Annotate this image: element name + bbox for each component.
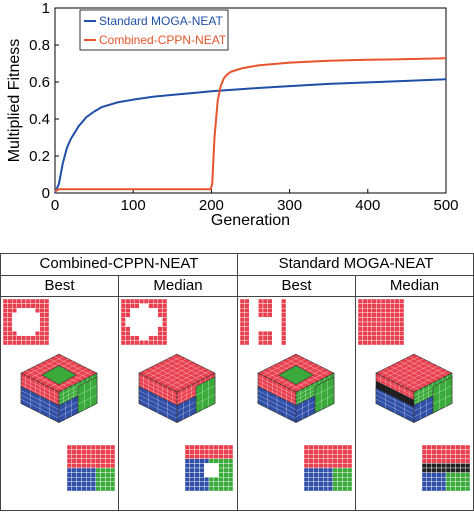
series-line-0	[54, 78, 447, 194]
y-tick-label: 0	[42, 185, 50, 202]
plot-frame	[54, 7, 447, 194]
x-tick-label: 200	[199, 197, 224, 214]
cube-left-lower	[257, 385, 297, 423]
col-header-standard-best: Best	[281, 277, 312, 294]
cube-right-lower-2	[314, 376, 335, 414]
cube-top-hole	[278, 365, 314, 385]
y-tick-label: 0.8	[29, 37, 50, 54]
cube-right-lower-2	[195, 376, 216, 414]
legend-label-0: Standard MOGA-NEAT	[99, 14, 223, 28]
x-tick-label: 300	[277, 197, 302, 214]
col-header-combined-best: Best	[44, 277, 75, 294]
side-view-grid	[184, 444, 234, 492]
y-axis-label: Multiplied Fitness	[6, 39, 23, 163]
x-tick-label: 400	[355, 197, 380, 214]
chart-lines	[54, 57, 447, 194]
side-view-grid	[303, 444, 353, 492]
cube-top-hole	[41, 365, 77, 385]
side-view-grid	[421, 444, 471, 492]
y-tick-label: 0.6	[29, 74, 50, 91]
cube-right-lower-2	[432, 376, 453, 414]
voxel-results-panel: Combined-CPPN-NEAT Standard MOGA-NEAT Be…	[0, 253, 474, 511]
legend-box	[79, 9, 229, 51]
col-header-standard-median: Median	[389, 277, 440, 294]
y-tick-label: 1	[42, 0, 50, 17]
legend-label-1: Combined-CPPN-NEAT	[99, 33, 227, 47]
voxel-cell-standard-best	[239, 298, 353, 492]
top-view-grid	[120, 298, 168, 346]
x-tick-label: 500	[433, 197, 458, 214]
chart-axes: 0 100 200 300 400 500 0 0.2 0.4 0.6 0.8 1 Generation…	[6, 0, 459, 229]
chart-legend: Standard MOGA-NEAT Combined-CPPN-NEAT	[79, 9, 229, 51]
group-header-standard: Standard MOGA-NEAT	[278, 255, 434, 272]
x-axis-label: Generation	[211, 212, 290, 229]
x-tick-label: 100	[121, 197, 146, 214]
voxel-cell-combined-median	[120, 298, 234, 492]
group-header-combined: Combined-CPPN-NEAT	[39, 255, 199, 272]
top-view-grid	[239, 298, 287, 346]
cube-left-band	[376, 380, 414, 408]
fitness-line-chart: 0 100 200 300 400 500 0 0.2 0.4 0.6 0.8 1 Generation…	[6, 0, 459, 229]
x-tick-label: 0	[51, 197, 59, 214]
top-view-grid	[357, 298, 405, 346]
col-header-combined-median: Median	[153, 277, 203, 294]
cube-right-lower-2	[77, 376, 98, 414]
cube-left-lower	[138, 385, 178, 423]
y-tick-label: 0.2	[29, 148, 50, 165]
y-tick-label: 0.4	[29, 111, 50, 128]
top-view-grid	[2, 298, 50, 346]
side-view-grid	[66, 444, 116, 492]
voxel-cell-standard-median	[357, 298, 471, 492]
series-line-1	[54, 57, 447, 193]
voxel-cell-combined-best	[2, 298, 116, 492]
